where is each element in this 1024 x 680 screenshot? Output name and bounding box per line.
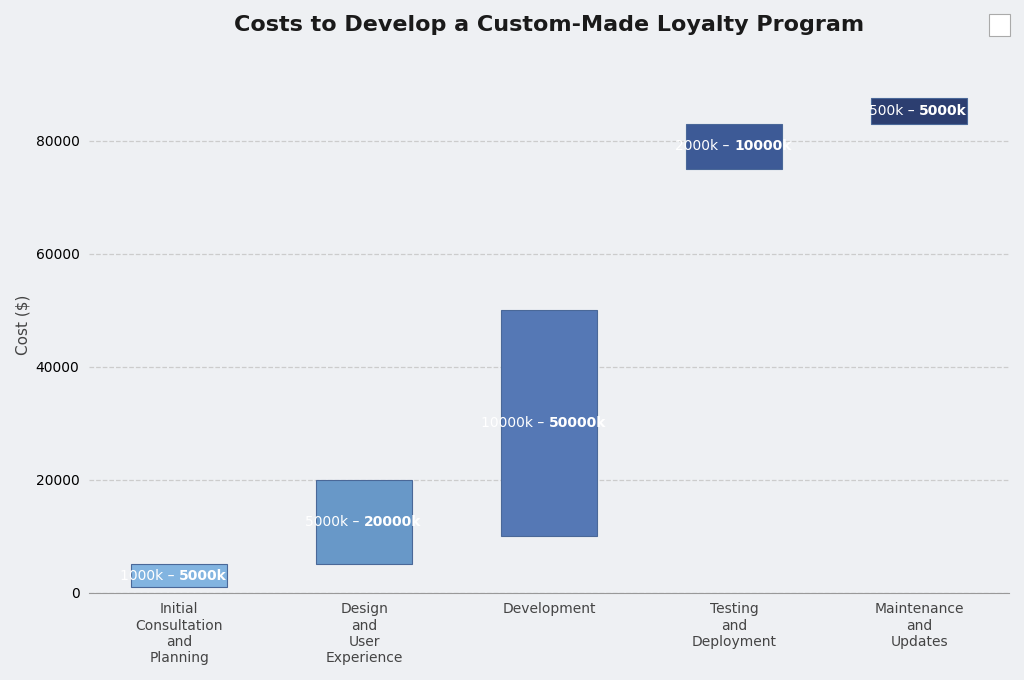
Bar [871, 99, 968, 124]
Bar [316, 479, 413, 564]
Bar [501, 310, 597, 537]
Bar [131, 564, 227, 587]
Text: 5000k: 5000k [179, 568, 226, 583]
Text: 500k –: 500k – [869, 104, 920, 118]
Text: 20000k: 20000k [365, 515, 422, 529]
Text: 50000k: 50000k [549, 416, 606, 430]
Text: 5000k –: 5000k – [305, 515, 365, 529]
Text: 10000k: 10000k [734, 139, 792, 154]
Text: 2000k –: 2000k – [676, 139, 734, 154]
Text: 1000k –: 1000k – [120, 568, 179, 583]
Text: 5000k: 5000k [920, 104, 967, 118]
Bar [686, 124, 782, 169]
Y-axis label: Cost ($): Cost ($) [15, 294, 30, 354]
Text: 10000k –: 10000k – [481, 416, 549, 430]
Title: Costs to Develop a Custom-Made Loyalty Program: Costs to Develop a Custom-Made Loyalty P… [234, 15, 864, 35]
